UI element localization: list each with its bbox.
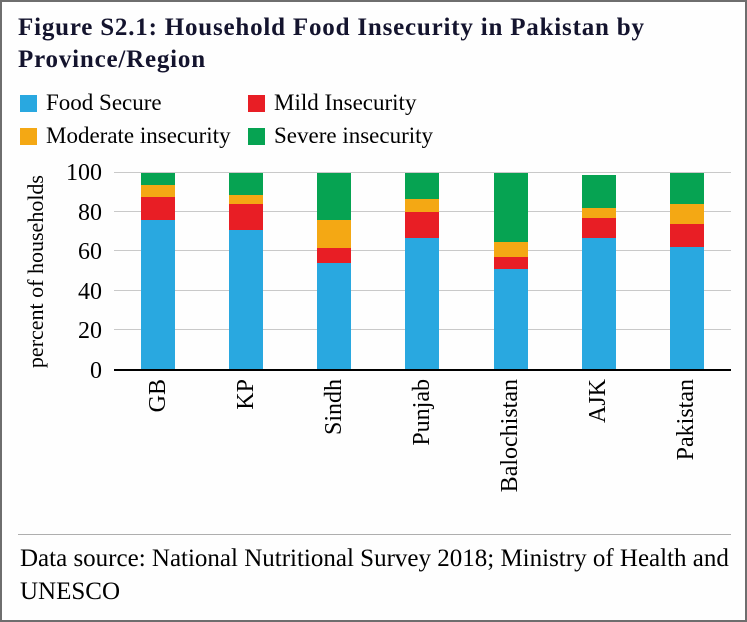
bar-segment: [405, 173, 440, 199]
category-label: AJK: [585, 379, 612, 424]
y-tick-label: 0: [90, 358, 102, 384]
category-label-slot: Punjab: [378, 371, 466, 529]
bar-segment: [317, 173, 352, 221]
gridline: [114, 172, 731, 173]
bar-segment: [581, 218, 616, 238]
legend-label: Mild Insecurity: [274, 90, 417, 115]
bar-punjab: [405, 173, 440, 369]
bar-segment: [669, 247, 704, 369]
y-axis-label: percent of households: [23, 175, 48, 369]
bar-segment: [141, 184, 176, 197]
category-label-slot: AJK: [555, 371, 643, 529]
category-label: Pakistan: [673, 379, 700, 461]
bar-segment: [669, 223, 704, 248]
category-label-slot: GB: [114, 371, 202, 529]
y-tick-label: 40: [78, 278, 102, 305]
bar-segment: [405, 198, 440, 213]
category-labels: GB KP Sindh Punjab Balochistan AJK Pakistan: [114, 371, 731, 529]
bar-segment: [493, 257, 528, 270]
legend-item-3: Severe insecurity: [248, 123, 731, 149]
legend-label: Moderate insecurity: [46, 123, 231, 148]
category-label-slot: Balochistan: [467, 371, 555, 529]
bar-segment: [317, 247, 352, 264]
bar-segment: [405, 237, 440, 369]
y-tick-label: 20: [78, 318, 102, 345]
bar-segment: [229, 204, 264, 230]
bar-slot: [555, 173, 643, 369]
legend: Food Secure Mild Insecurity Moderate insec…: [20, 90, 731, 149]
legend-swatch-icon: [248, 94, 265, 112]
bar-balochistan: [493, 173, 528, 369]
category-label: Punjab: [408, 379, 435, 446]
bar-segment: [581, 237, 616, 369]
legend-swatch-icon: [20, 127, 37, 145]
category-label: Sindh: [320, 379, 347, 436]
bar-ajk: [581, 173, 616, 369]
bar-segment: [141, 220, 176, 369]
bar-gb: [141, 173, 176, 369]
category-label: Balochistan: [497, 379, 524, 493]
bar-segment: [229, 173, 264, 195]
legend-item-1: Mild Insecurity: [248, 90, 731, 116]
chart: percent of households 0 20 40 60 80 100 GB KP S…: [18, 161, 731, 529]
bar-segment: [581, 174, 616, 209]
bar-slot: [467, 173, 555, 369]
bar-segment: [141, 173, 176, 185]
bar-segment: [317, 220, 352, 248]
bar-sindh: [317, 173, 352, 369]
bar-slot: [378, 173, 466, 369]
category-label-slot: KP: [202, 371, 290, 529]
y-axis-ticks: 0 20 40 60 80 100: [54, 161, 114, 383]
bar-slot: [643, 173, 731, 369]
category-label-slot: Pakistan: [643, 371, 731, 529]
category-label: GB: [144, 379, 171, 413]
category-label: KP: [232, 379, 259, 410]
bars-row: [114, 173, 731, 369]
figure-title: Figure S2.1: Household Food Insecurity i…: [18, 14, 645, 73]
bar-slot: [290, 173, 378, 369]
plot-area: [114, 172, 731, 371]
legend-item-2: Moderate insecurity: [20, 123, 248, 149]
y-tick-label: 100: [66, 160, 102, 186]
category-label-slot: Sindh: [290, 371, 378, 529]
bar-pakistan: [669, 173, 704, 369]
y-tick-label: 60: [78, 239, 102, 266]
legend-label: Food Secure: [46, 90, 162, 115]
legend-item-0: Food Secure: [20, 90, 248, 116]
legend-swatch-icon: [248, 127, 265, 145]
bar-segment: [669, 204, 704, 224]
y-tick-label: 80: [78, 199, 102, 226]
legend-label: Severe insecurity: [274, 123, 434, 148]
bar-segment: [141, 196, 176, 221]
data-source: Data source: National Nutritional Survey…: [18, 534, 731, 608]
bar-segment: [405, 212, 440, 238]
bar-segment: [229, 229, 264, 369]
bar-segment: [581, 208, 616, 219]
bar-segment: [229, 194, 264, 205]
y-axis-label-cell: percent of households: [18, 173, 54, 371]
bar-segment: [317, 263, 352, 369]
bar-slot: [202, 173, 290, 369]
bar-segment: [493, 269, 528, 369]
bar-segment: [493, 173, 528, 242]
bar-kp: [229, 173, 264, 369]
legend-swatch-icon: [20, 94, 37, 112]
bar-slot: [114, 173, 202, 369]
bar-segment: [493, 241, 528, 258]
bar-segment: [669, 173, 704, 205]
